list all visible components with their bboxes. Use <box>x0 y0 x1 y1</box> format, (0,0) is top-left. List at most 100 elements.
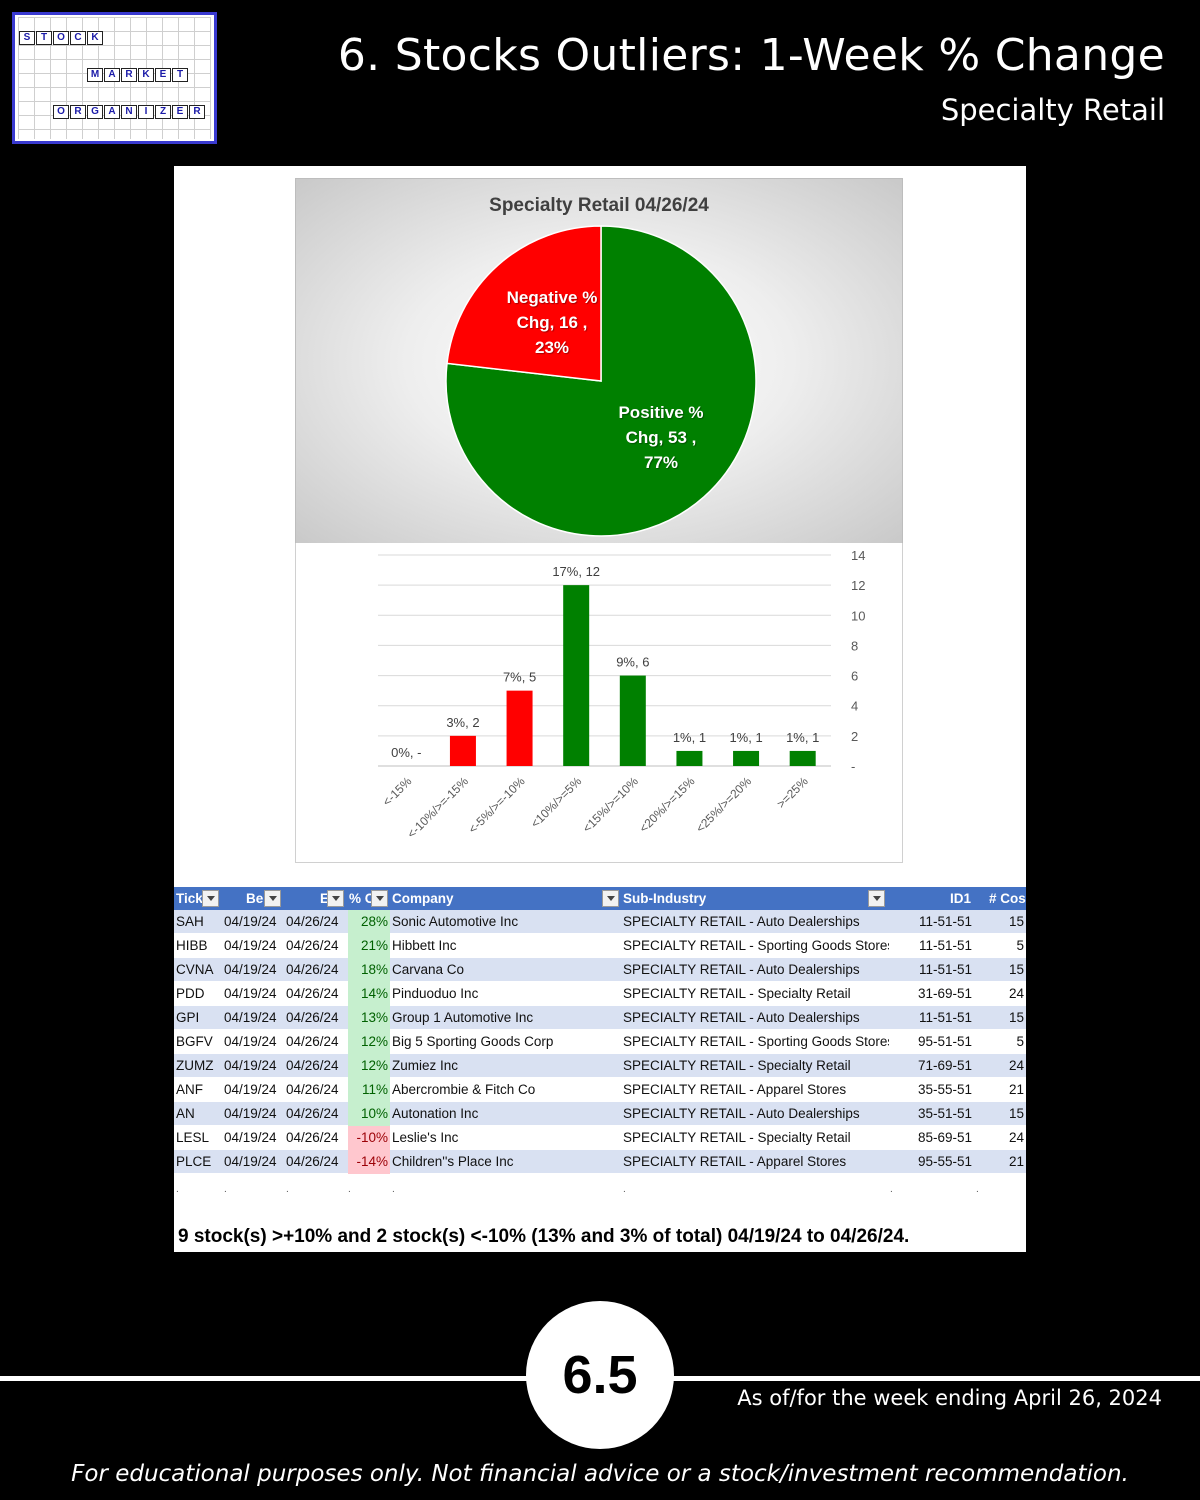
cell-num-cos: 24 <box>1008 1058 1024 1073</box>
table-row: PLCE 04/19/24 04/26/24 -14% Children''s Plac… <box>174 1150 1026 1174</box>
cell-company: Big 5 Sporting Goods Corp <box>392 1034 554 1049</box>
table-row: CVNA 04/19/24 04/26/24 18% Carvana Co SPECIAL… <box>174 958 1026 982</box>
cell-end-date: 04/26/24 <box>286 1010 339 1025</box>
page-subtitle: Specialty Retail <box>940 93 1165 127</box>
header-end: E <box>320 891 330 906</box>
cell-id1: 35-55-51 <box>917 1082 972 1097</box>
filter-dropdown-icon[interactable] <box>371 890 388 907</box>
cell-num-cos: 21 <box>1008 1082 1024 1097</box>
cell-sub-industry: SPECIALTY RETAIL - Sporting Goods Stores <box>623 1034 889 1049</box>
table-row: GPI 04/19/24 04/26/24 13% Group 1 Automotive… <box>174 1006 1026 1030</box>
cell-end-date: 04/26/24 <box>286 962 339 977</box>
pie-label-positive: Positive % Chg, 53 , 77% <box>596 400 726 475</box>
pie-label-positive-line2: Chg, 53 , <box>625 428 697 447</box>
cell-pct-change: 11% <box>348 1078 390 1102</box>
bar-data-label: 1%, 1 <box>729 730 762 745</box>
cell-company: Leslie's Inc <box>392 1130 459 1145</box>
x-category-label: <25%/>=20% <box>693 774 754 835</box>
cell-num-cos: 5 <box>1016 938 1024 953</box>
filter-dropdown-icon[interactable] <box>602 890 619 907</box>
cell-sub-industry: SPECIALTY RETAIL - Apparel Stores <box>623 1082 847 1097</box>
content-panel: Specialty Retail 04/26/24 Negative % Chg… <box>174 166 1026 1252</box>
pie-label-positive-line3: 77% <box>643 453 679 472</box>
cell-begin-date: 04/19/24 <box>224 1106 277 1121</box>
cell-sub-industry: SPECIALTY RETAIL - Auto Dealerships <box>623 962 860 977</box>
row2-letter: T <box>172 68 188 82</box>
pie-label-positive-line1: Positive % <box>618 403 704 422</box>
pie-chart-title: Specialty Retail 04/26/24 <box>489 195 709 216</box>
page-title: 6. Stocks Outliers: 1-Week % Change <box>337 30 1165 81</box>
pie-slice-negative <box>446 225 602 382</box>
cell-begin-date: 04/19/24 <box>224 914 277 929</box>
bar <box>733 750 760 766</box>
bar-chart: - 2 4 6 8 10 12 14 0%, - <-15% 3%, 2 <-10%/>=-15% 7%… <box>378 548 865 841</box>
filter-dropdown-icon[interactable] <box>327 890 344 907</box>
cell-num-cos: 15 <box>1008 1106 1024 1121</box>
cell-begin-date: 04/19/24 <box>224 1058 277 1073</box>
row1-letter: K <box>87 31 103 45</box>
row3-letter: R <box>70 105 86 119</box>
cell-sub-industry: SPECIALTY RETAIL - Apparel Stores <box>623 1154 847 1169</box>
cell-id1: 11-51-51 <box>918 1010 972 1025</box>
cell-num-cos: 24 <box>1008 1130 1024 1145</box>
filter-dropdown-icon[interactable] <box>202 890 219 907</box>
row1-letter: C <box>70 31 86 45</box>
cell-sub-industry: SPECIALTY RETAIL - Auto Dealerships <box>623 914 860 929</box>
pie-label-negative-line1: Negative % <box>506 288 598 307</box>
cell-num-cos: 15 <box>1008 962 1024 977</box>
row2-letter: R <box>121 68 137 82</box>
x-category-label: <-10%/>=-15% <box>404 774 471 841</box>
pie-label-negative-line2: Chg, 16 , <box>516 313 588 332</box>
y-tick-label: 6 <box>851 669 858 684</box>
row3-letter: O <box>53 105 69 119</box>
cell-id1: 11-51-51 <box>918 914 972 929</box>
cell-ticker: ZUMZ <box>176 1058 214 1073</box>
row2-letter: M <box>87 68 103 82</box>
cell-end-date: 04/26/24 <box>286 1106 339 1121</box>
table-row: LESL 04/19/24 04/26/24 -10% Leslie's Inc SPEC… <box>174 1126 1026 1150</box>
bar-chart-area: - 2 4 6 8 10 12 14 0%, - <-15% 3%, 2 <-10%/>=-15% 7%… <box>295 543 903 863</box>
x-category-label: <-5%/>=-10% <box>466 774 528 836</box>
row3-letter: G <box>87 105 103 119</box>
cell-ticker: PLCE <box>176 1154 212 1169</box>
cell-begin-date: 04/19/24 <box>224 1034 277 1049</box>
row3-letter: R <box>189 105 205 119</box>
cell-pct-change: 12% <box>348 1054 390 1078</box>
y-tick-label: 8 <box>851 638 858 653</box>
cell-num-cos: 24 <box>1008 986 1024 1001</box>
bar <box>619 675 646 766</box>
table-row: BGFV 04/19/24 04/26/24 12% Big 5 Sporting Go… <box>174 1030 1026 1054</box>
pie-chart <box>445 225 757 537</box>
cell-company: Pinduoduo Inc <box>392 986 479 1001</box>
cell-pct-change: 12% <box>348 1030 390 1054</box>
cell-ticker: ANF <box>176 1082 203 1097</box>
cell-end-date: 04/26/24 <box>286 1082 339 1097</box>
filter-dropdown-icon[interactable] <box>264 890 281 907</box>
disclaimer-text: For educational purposes only. Not finan… <box>71 1461 1129 1487</box>
table-row: ZUMZ 04/19/24 04/26/24 12% Zumiez Inc SPECIAL… <box>174 1054 1026 1078</box>
cell-id1: 11-51-51 <box>918 962 972 977</box>
cell-begin-date: 04/19/24 <box>224 1154 277 1169</box>
y-tick-label: 12 <box>851 578 865 593</box>
y-tick-label: 10 <box>851 608 865 623</box>
cell-pct-change: 18% <box>348 958 390 982</box>
cell-pct-change: -14% <box>348 1150 390 1174</box>
bar-data-label: 1%, 1 <box>673 730 706 745</box>
x-category-label: <-15% <box>380 774 415 809</box>
bar <box>449 735 476 766</box>
cell-ticker: PDD <box>176 986 205 1001</box>
cell-id1: 95-51-51 <box>917 1034 972 1049</box>
cell-ticker: BGFV <box>176 1034 213 1049</box>
filter-dropdown-icon[interactable] <box>868 890 885 907</box>
cell-ticker: LESL <box>176 1130 210 1145</box>
cell-ticker: HIBB <box>176 938 208 953</box>
bar-data-label: 9%, 6 <box>616 655 649 670</box>
cell-id1: 85-69-51 <box>917 1130 972 1145</box>
table-header-row: Tick Be E % C Company Sub-Industry ID1 #… <box>174 887 1026 910</box>
cell-ticker: AN <box>176 1106 195 1121</box>
row1-letter: T <box>36 31 52 45</box>
cell-end-date: 04/26/24 <box>286 1130 339 1145</box>
bar-data-label: 0%, - <box>391 745 421 760</box>
